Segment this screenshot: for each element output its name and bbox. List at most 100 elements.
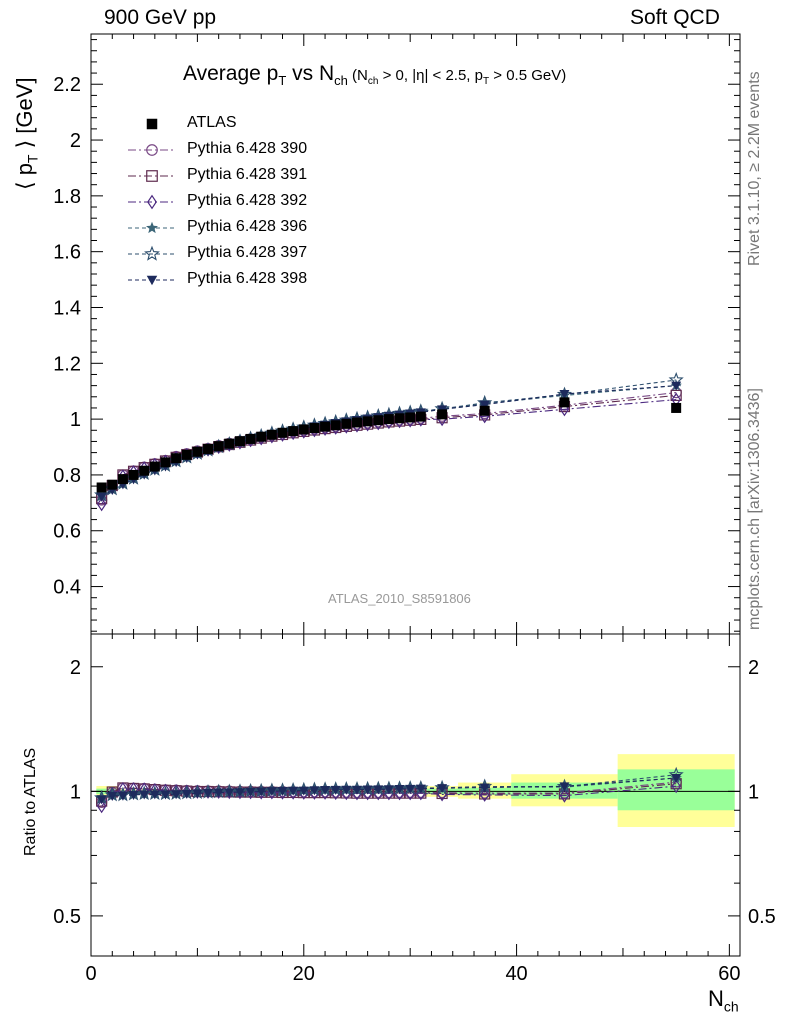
ratio-point-pythia-6-428-398 [671,774,682,784]
x-axis-label: Nch [708,986,739,1015]
data-point-atlas [139,465,150,476]
ratio-point-pythia-6-428-398 [192,789,203,799]
data-point-atlas [234,436,245,447]
legend-marker-pythia-6-428-397 [144,245,160,261]
legend-marker-pythia-6-428-391 [146,170,158,182]
data-point-pythia-6-428-398 [96,492,107,502]
ratio-point-pythia-6-428-398 [149,790,160,800]
data-point-atlas [266,429,277,440]
data-point-atlas [288,426,299,437]
data-point-atlas [341,418,352,429]
data-point-atlas [256,431,267,442]
data-point-atlas [203,443,214,454]
legend-marker-pythia-6-428-390 [146,144,158,156]
y-axis-label: ⟨ pT ⟩ [GeV] [12,77,41,190]
ratio-tick-label: 2 [70,657,81,679]
data-point-atlas [394,413,405,424]
data-point-atlas [171,453,182,464]
legend-label-397: Pythia 6.428 397 [187,244,308,261]
data-point-atlas [320,421,331,432]
ratio-tick-label: 0.5 [53,906,81,928]
ratio-point-pythia-6-428-398 [320,786,331,796]
category-label: Soft QCD [630,6,720,29]
legend-marker-atlas [146,118,158,130]
data-point-atlas [671,402,682,413]
data-point-atlas [415,411,426,422]
data-point-atlas [559,397,570,408]
data-point-atlas [245,433,256,444]
data-point-atlas [309,423,320,434]
y-tick-label: 1.2 [53,353,81,375]
ratio-point-pythia-6-428-398 [351,785,362,795]
ratio-point-pythia-6-428-392 [479,787,490,802]
data-point-atlas [181,449,192,460]
ratio-plot-frame [90,633,741,957]
ratio-point-pythia-6-428-398 [479,783,490,793]
data-point-atlas [330,420,341,431]
ratio-point-pythia-6-428-392 [671,779,681,794]
data-point-atlas [96,482,107,493]
ratio-point-pythia-6-428-398 [383,785,394,795]
ratio-point-pythia-6-428-398 [341,785,352,795]
ratio-point-pythia-6-428-398 [405,784,416,794]
ratio-tick-label: 1 [70,781,81,803]
ratio-point-pythia-6-428-398 [437,784,448,794]
legend-marker-pythia-6-428-398 [146,275,158,286]
ratio-point-pythia-6-428-398 [277,786,288,796]
x-tick-label: 40 [505,963,527,985]
analysis-id: ATLAS_2010_S8591806 [328,591,471,606]
ratio-point-pythia-6-428-398 [160,790,171,800]
y-tick-label: 1.6 [53,242,81,264]
rivet-version-label: Rivet 3.1.10, ≥ 2.2M events [746,71,763,266]
ratio-point-pythia-6-428-398 [245,787,256,797]
ratio-point-pythia-6-428-398 [373,785,384,795]
ratio-y-axis-label: Ratio to ATLAS [22,747,39,856]
legend-marker-pythia-6-428-396 [146,221,158,234]
x-tick-label: 0 [85,963,96,985]
ratio-point-pythia-6-428-398 [224,788,235,798]
data-point-atlas [107,479,118,490]
ratio-point-pythia-6-428-398 [213,788,224,798]
source-label: mcplots.cern.ch [arXiv:1306.3436] [746,388,763,630]
ratio-point-pythia-6-428-398 [330,785,341,795]
data-point-atlas [224,438,235,449]
legend-label-396: Pythia 6.428 396 [187,218,308,235]
chart-title: Average pT vs Nch (Nch > 0, |η| < 2.5, p… [183,62,567,89]
x-tick-label: 20 [293,963,315,985]
ratio-point-pythia-6-428-398 [362,785,373,795]
legend-label-391: Pythia 6.428 391 [187,166,308,183]
ratio-point-pythia-6-428-398 [309,786,320,796]
data-point-atlas [437,409,448,420]
ratio-point-pythia-6-428-398 [394,785,405,795]
data-point-atlas [479,405,490,416]
ratio-tick-label-right: 0.5 [748,906,776,928]
data-point-atlas [213,441,224,452]
y-tick-label: 1.4 [53,297,81,319]
ratio-point-pythia-6-428-398 [107,791,118,801]
data-point-pythia-6-428-398 [559,390,570,399]
ratio-point-pythia-6-428-398 [171,790,182,800]
data-point-atlas [117,474,128,485]
data-point-atlas [128,469,139,480]
ratio-point-pythia-6-428-398 [298,786,309,796]
ratio-point-pythia-6-428-398 [139,790,150,800]
y-tick-label: 2 [70,130,81,152]
ratio-point-pythia-6-428-398 [559,782,570,792]
data-point-atlas [373,415,384,426]
data-point-atlas [383,414,394,425]
ratio-tick-label-right: 2 [748,657,759,679]
ratio-point-pythia-6-428-398 [266,787,277,797]
ratio-point-pythia-6-428-398 [234,788,245,798]
ratio-point-pythia-6-428-398 [128,790,139,800]
ratio-point-pythia-6-428-398 [181,789,192,799]
ratio-point-pythia-6-428-392 [96,799,107,814]
legend-label-atlas: ATLAS [187,114,237,131]
y-tick-label: 0.6 [53,521,81,543]
data-point-pythia-6-428-392 [96,497,107,512]
y-tick-label: 1 [70,409,81,431]
data-point-pythia-6-428-398 [671,381,682,391]
ratio-point-pythia-6-428-398 [288,786,299,796]
x-tick-label: 60 [718,963,740,985]
ratio-point-pythia-6-428-392 [559,788,570,803]
